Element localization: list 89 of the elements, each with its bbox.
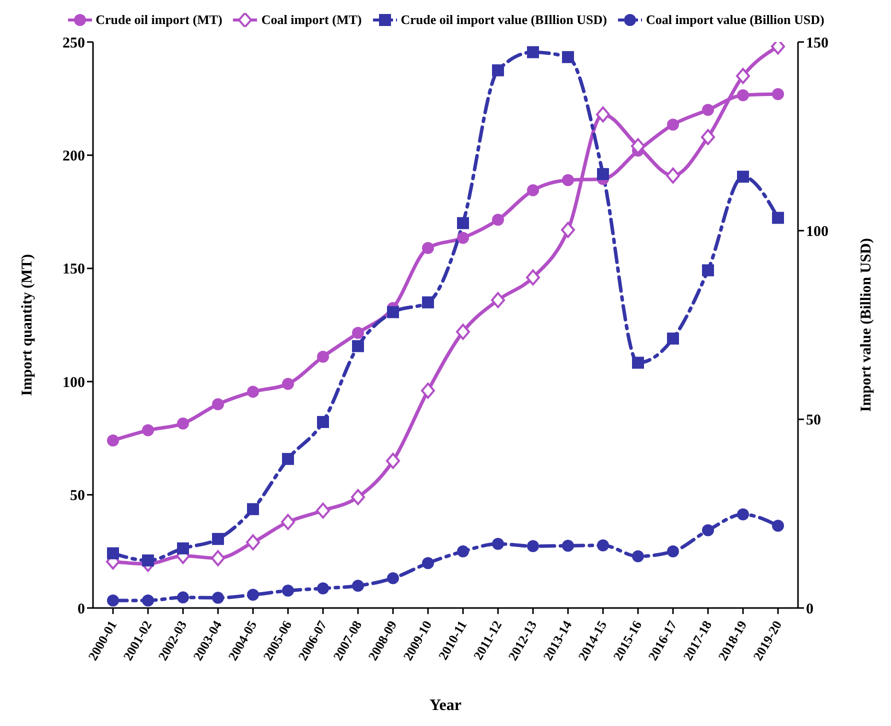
point: [107, 594, 119, 606]
point: [456, 324, 470, 340]
x-axis-title: Year: [430, 697, 462, 714]
y-tick-label: 50: [70, 488, 85, 504]
point: [142, 554, 154, 566]
y-tick-label: 200: [62, 148, 85, 165]
y2-tick-label: 150: [806, 35, 828, 52]
point: [457, 232, 469, 244]
point: [737, 89, 749, 102]
y2-tick-label: 50: [806, 412, 821, 429]
y-tick-label: 100: [62, 374, 85, 391]
point: [492, 538, 504, 550]
point: [282, 378, 294, 390]
point: [702, 524, 714, 536]
point: [527, 540, 539, 552]
point: [457, 217, 469, 230]
point: [422, 242, 434, 254]
point: [737, 508, 749, 520]
point: [632, 550, 644, 562]
point: [352, 340, 364, 352]
point: [702, 264, 714, 276]
point: [667, 332, 679, 345]
point: [177, 417, 189, 430]
point: [527, 184, 539, 196]
point: [632, 356, 644, 369]
y-tick-label: 250: [62, 35, 85, 52]
legend-label: Crude oil import value (BIllion USD): [400, 12, 607, 28]
point: [526, 269, 540, 286]
point: [422, 557, 434, 570]
point: [282, 584, 294, 597]
point: [212, 532, 224, 545]
point: [352, 326, 364, 339]
point: [212, 398, 224, 410]
legend-label: Coal import value (Billion USD): [646, 12, 824, 28]
legend-label: Coal import (MT): [261, 12, 362, 28]
point: [316, 502, 330, 519]
point: [352, 580, 364, 592]
point: [457, 545, 469, 558]
point: [387, 306, 399, 318]
y-axis-title: Import quantity (MT): [19, 254, 36, 396]
point: [421, 382, 435, 399]
point: [177, 591, 189, 604]
legend-label: Crude oil import (MT): [96, 12, 222, 28]
point: [597, 539, 609, 552]
point: [107, 434, 119, 446]
point: [561, 222, 575, 238]
point: [702, 104, 714, 116]
point: [317, 350, 329, 363]
point: [562, 540, 574, 552]
point: [492, 64, 504, 76]
point: [736, 68, 750, 84]
y2-axis-title: Import value (Billion USD): [858, 238, 874, 412]
point: [772, 520, 784, 532]
point: [562, 174, 574, 186]
point: [737, 170, 749, 183]
point: [386, 452, 400, 469]
point: [596, 106, 610, 122]
y-tick-label: 0: [78, 601, 85, 618]
point: [317, 416, 329, 428]
point: [247, 503, 259, 516]
point: [281, 514, 295, 530]
y-tick-label: 150: [62, 262, 85, 278]
point: [562, 51, 574, 64]
point: [351, 489, 365, 506]
point: [177, 542, 189, 554]
point: [701, 129, 715, 146]
point: [317, 582, 329, 594]
point: [387, 572, 399, 584]
point: [666, 168, 680, 184]
point: [667, 118, 679, 131]
point: [142, 424, 154, 436]
point: [772, 88, 784, 100]
point: [142, 594, 154, 606]
point: [491, 292, 505, 308]
y2-tick-label: 100: [806, 224, 828, 240]
point: [527, 46, 539, 58]
point: [772, 212, 784, 224]
point: [597, 168, 609, 180]
point: [422, 296, 434, 308]
point: [246, 534, 260, 550]
y2-tick-label: 0: [806, 601, 814, 618]
point: [107, 547, 119, 560]
point: [211, 550, 225, 566]
point: [667, 545, 679, 558]
point: [247, 386, 259, 398]
point: [282, 452, 294, 465]
point: [212, 592, 224, 604]
point: [492, 214, 504, 226]
point: [247, 588, 259, 601]
